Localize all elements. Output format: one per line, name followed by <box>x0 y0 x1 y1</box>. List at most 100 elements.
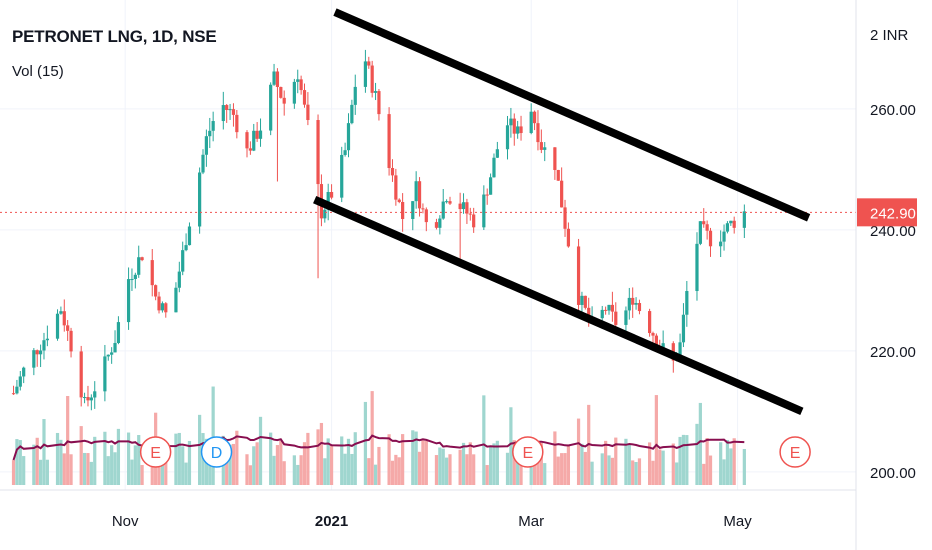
candle <box>82 392 87 404</box>
volume-bar <box>624 438 628 485</box>
time-axis[interactable]: Nov 2021 Mar May <box>112 513 752 530</box>
dividend-marker[interactable]: D <box>200 436 233 468</box>
candle <box>177 261 181 293</box>
candle-body <box>292 81 296 104</box>
candle <box>282 90 286 116</box>
volume-bar <box>103 431 107 485</box>
candle <box>86 385 90 407</box>
candle <box>302 83 307 108</box>
candle-body <box>681 314 686 343</box>
volume-bar <box>678 436 682 485</box>
earnings-marker[interactable]: E <box>139 436 172 468</box>
volume-bar <box>157 451 161 485</box>
candle-body <box>566 228 571 247</box>
candle <box>340 146 344 203</box>
candle-body <box>458 203 462 210</box>
candle-body <box>654 335 658 347</box>
volume-bar <box>488 445 493 485</box>
candle <box>411 201 415 231</box>
volume-bar <box>614 437 618 485</box>
price-tick-label: 240.00 <box>870 223 916 240</box>
candle-body <box>729 220 733 224</box>
volume-bar <box>401 434 405 485</box>
volume-bar <box>373 464 378 485</box>
candle <box>38 344 43 368</box>
candle <box>181 241 185 276</box>
volume-bar <box>505 452 510 485</box>
trendlines[interactable] <box>313 8 811 416</box>
candle-body <box>89 397 93 401</box>
candle <box>637 299 642 315</box>
volume-bar <box>698 402 702 485</box>
candle-body <box>45 338 49 341</box>
candle <box>32 348 36 376</box>
volume-bar <box>93 436 97 485</box>
price-tick-label: 220.00 <box>870 344 916 361</box>
volume-bar <box>269 432 273 485</box>
candle <box>566 222 571 248</box>
candle <box>698 221 702 246</box>
candle <box>529 103 533 135</box>
volume-bar <box>441 448 445 485</box>
candle <box>708 227 713 257</box>
candle-body <box>15 386 19 394</box>
volume-bar <box>543 463 547 485</box>
volume-bar <box>11 460 16 485</box>
candle <box>482 185 486 231</box>
candle-body <box>299 79 303 91</box>
volume-bar <box>590 461 594 485</box>
candle <box>113 330 117 353</box>
candle <box>397 198 401 204</box>
volume-bar <box>367 458 371 485</box>
price-axis-panel[interactable] <box>856 0 932 550</box>
candle-body <box>485 194 489 196</box>
candle <box>576 238 581 315</box>
volume-bar <box>32 444 36 485</box>
earnings-marker[interactable]: E <box>512 436 544 468</box>
volume-bar <box>729 448 733 485</box>
candle-body <box>695 243 699 292</box>
volume-bar <box>225 449 229 485</box>
volume-bar <box>35 437 39 485</box>
candle-body <box>353 86 357 105</box>
candle-body <box>604 309 608 311</box>
candle-body <box>367 61 371 66</box>
candle-body <box>438 218 442 228</box>
candle <box>133 272 137 289</box>
volume-bar <box>329 444 334 485</box>
volume-bar <box>272 455 276 485</box>
candle-body <box>343 150 347 155</box>
volume-bar <box>742 448 746 485</box>
candle-body <box>576 246 581 305</box>
candle-body <box>373 91 378 93</box>
candle <box>607 304 611 315</box>
volume-bar <box>137 435 141 485</box>
candle-body <box>346 123 351 151</box>
candle <box>434 218 439 230</box>
candle <box>198 167 202 234</box>
candle-body <box>181 250 185 272</box>
time-tick-label: May <box>723 513 752 530</box>
candle-body <box>488 177 493 195</box>
candle-body <box>434 222 439 228</box>
candle-body <box>627 297 631 311</box>
candle <box>563 199 567 237</box>
candle-body <box>377 91 381 115</box>
price-axis-top-label: 2 INR <box>870 27 909 44</box>
volume-bar <box>411 430 415 485</box>
volume-bar <box>228 444 232 485</box>
candle-body <box>154 285 158 297</box>
volume-bar <box>319 422 324 485</box>
candle-body <box>174 287 178 313</box>
marker-label: D <box>211 445 223 462</box>
candle-body <box>326 192 330 210</box>
candle <box>505 115 510 160</box>
grid-lines <box>0 0 856 490</box>
candle-body <box>448 201 452 204</box>
candle <box>316 114 320 279</box>
candle-body <box>130 279 134 281</box>
candle <box>55 309 60 341</box>
earnings-marker[interactable]: E <box>779 436 811 468</box>
